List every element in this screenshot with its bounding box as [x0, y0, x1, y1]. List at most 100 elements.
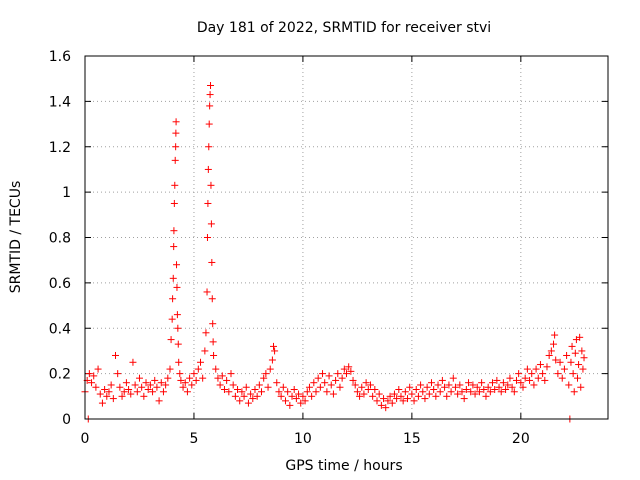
- data-point: [571, 349, 579, 357]
- data-point: [436, 388, 444, 396]
- data-point: [314, 374, 322, 382]
- data-point: [565, 381, 573, 389]
- data-point: [382, 404, 390, 412]
- data-point: [85, 370, 93, 378]
- data-point: [204, 165, 212, 173]
- data-point: [149, 388, 157, 396]
- data-point: [262, 370, 270, 378]
- data-point: [240, 392, 248, 400]
- data-point: [220, 386, 228, 394]
- data-point: [397, 392, 405, 400]
- data-point: [162, 381, 170, 389]
- data-point: [177, 376, 185, 384]
- data-point: [579, 365, 587, 373]
- data-point: [118, 392, 126, 400]
- data-point: [329, 390, 337, 398]
- data-point: [484, 383, 492, 391]
- data-point: [475, 388, 483, 396]
- data-point: [133, 388, 141, 396]
- data-point: [199, 374, 207, 382]
- data-point: [188, 381, 196, 389]
- data-point: [360, 390, 368, 398]
- data-point: [264, 383, 272, 391]
- x-tick-label: 20: [512, 431, 530, 447]
- data-point: [568, 342, 576, 350]
- data-point: [98, 399, 106, 407]
- data-point: [465, 379, 473, 387]
- data-point: [157, 379, 165, 387]
- data-point: [575, 361, 583, 369]
- data-point: [578, 347, 586, 355]
- data-point: [249, 395, 257, 403]
- data-point: [153, 383, 161, 391]
- data-point: [107, 381, 115, 389]
- data-point: [449, 374, 457, 382]
- data-point: [295, 390, 303, 398]
- data-point: [166, 365, 174, 373]
- data-point: [169, 274, 177, 282]
- data-point: [497, 388, 505, 396]
- data-point: [377, 401, 385, 409]
- data-point: [432, 392, 440, 400]
- data-point: [406, 383, 414, 391]
- data-point: [167, 336, 175, 344]
- data-point: [172, 129, 180, 137]
- data-point: [271, 347, 279, 355]
- data-point: [480, 386, 488, 394]
- data-point: [190, 370, 198, 378]
- data-point: [325, 372, 333, 380]
- data-point: [255, 381, 263, 389]
- data-point: [373, 397, 381, 405]
- data-point: [260, 374, 268, 382]
- data-point: [543, 363, 551, 371]
- data-point: [144, 386, 152, 394]
- data-point: [116, 383, 124, 391]
- data-point: [506, 374, 514, 382]
- y-tick-label: 1.6: [49, 49, 71, 65]
- data-point: [303, 388, 311, 396]
- data-point: [129, 358, 137, 366]
- data-point: [441, 383, 449, 391]
- data-point: [569, 370, 577, 378]
- data-point: [94, 365, 102, 373]
- data-point: [517, 379, 525, 387]
- data-point: [201, 347, 209, 355]
- data-point: [186, 374, 194, 382]
- data-point: [247, 390, 255, 398]
- data-point: [292, 395, 300, 403]
- data-point: [410, 397, 418, 405]
- data-point: [573, 374, 581, 382]
- data-point: [528, 370, 536, 378]
- data-point: [577, 383, 585, 391]
- data-point: [384, 397, 392, 405]
- data-point: [138, 383, 146, 391]
- data-point: [486, 388, 494, 396]
- data-point: [530, 381, 538, 389]
- data-point: [478, 379, 486, 387]
- data-point: [208, 258, 216, 266]
- data-point: [251, 386, 259, 394]
- data-point: [203, 288, 211, 296]
- data-point: [176, 370, 184, 378]
- data-point: [135, 374, 143, 382]
- data-point: [547, 347, 555, 355]
- data-point: [183, 388, 191, 396]
- data-point: [169, 295, 177, 303]
- data-point: [323, 388, 331, 396]
- data-point: [462, 386, 470, 394]
- data-point: [122, 379, 130, 387]
- data-point: [155, 397, 163, 405]
- data-point: [489, 379, 497, 387]
- data-point: [299, 392, 307, 400]
- data-point: [120, 388, 128, 396]
- data-point: [508, 383, 516, 391]
- data-point: [290, 386, 298, 394]
- axis-ticks: 0 0.2 0.4 0.6 0.8 1 1.2 1.4 1.6 0 5 10 15 20: [49, 49, 608, 447]
- data-point: [258, 388, 266, 396]
- data-point: [170, 243, 178, 251]
- data-point: [534, 374, 542, 382]
- data-point: [393, 395, 401, 403]
- data-point: [101, 386, 109, 394]
- data-point: [231, 392, 239, 400]
- data-point: [321, 379, 329, 387]
